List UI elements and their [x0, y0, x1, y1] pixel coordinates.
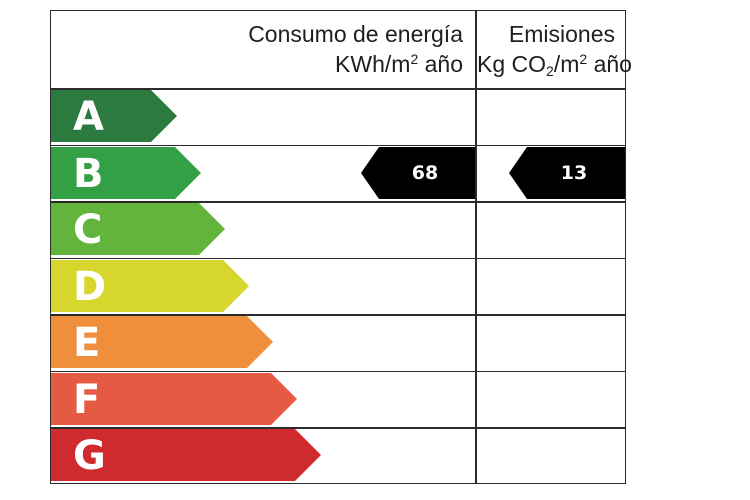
row-divider: [51, 314, 625, 316]
band-f: F: [51, 372, 297, 425]
row-divider: [51, 201, 625, 203]
band-arrow: [51, 90, 177, 142]
row-divider: [51, 370, 625, 372]
marker-arrow-shape: [361, 146, 475, 199]
energy-header: Consumo de energía KWh/m2 año: [51, 11, 475, 88]
band-a: A: [51, 90, 177, 142]
band-c: C: [51, 203, 225, 255]
marker-arrow: [361, 146, 475, 199]
emissions-header-title: Emisiones: [508, 21, 615, 47]
band-arrow-shape: [51, 146, 201, 199]
band-letter: C: [73, 207, 103, 253]
band-arrow-shape: [51, 429, 321, 481]
band-letter: B: [73, 150, 104, 197]
band-arrow-shape: [51, 90, 177, 142]
band-b: B: [51, 146, 201, 199]
band-arrow-shape: [51, 372, 297, 425]
marker-arrow: [509, 146, 625, 199]
band-arrow-shape: [51, 203, 225, 255]
band-arrow-shape: [51, 316, 273, 368]
band-arrow: [51, 429, 321, 481]
band-e: E: [51, 316, 273, 368]
band-arrow: [51, 259, 249, 312]
band-letter: F: [73, 376, 101, 423]
energy-header-unit: KWh/m2 año: [335, 51, 463, 77]
band-g: G: [51, 429, 321, 481]
band-arrow-shape: [51, 259, 249, 312]
emissions-header-unit: Kg CO2/m2 año: [477, 51, 632, 79]
row-divider: [51, 144, 625, 146]
emissions-header: Emisiones Kg CO2/m2 año: [477, 11, 632, 88]
energy-header-title: Consumo de energía: [248, 21, 463, 47]
band-letter: E: [73, 320, 101, 366]
marker-value: 13: [560, 161, 588, 184]
band-letter: D: [73, 263, 107, 310]
marker-value: 68: [411, 161, 439, 184]
emissions-rating-marker: 13: [509, 146, 625, 199]
energy-rating-marker: 68: [361, 146, 475, 199]
band-letter: G: [73, 433, 106, 479]
band-d: D: [51, 259, 249, 312]
row-divider: [51, 427, 625, 429]
band-arrow: [51, 372, 297, 425]
band-arrow: [51, 316, 273, 368]
energy-certificate-label: Consumo de energía KWh/m2 año Emisiones …: [50, 10, 632, 484]
row-divider: [51, 88, 625, 90]
band-arrow: [51, 203, 225, 255]
band-arrow: [51, 146, 201, 199]
marker-arrow-shape: [509, 146, 625, 199]
column-divider: [475, 11, 477, 483]
band-letter: A: [73, 94, 104, 140]
row-divider: [51, 257, 625, 259]
